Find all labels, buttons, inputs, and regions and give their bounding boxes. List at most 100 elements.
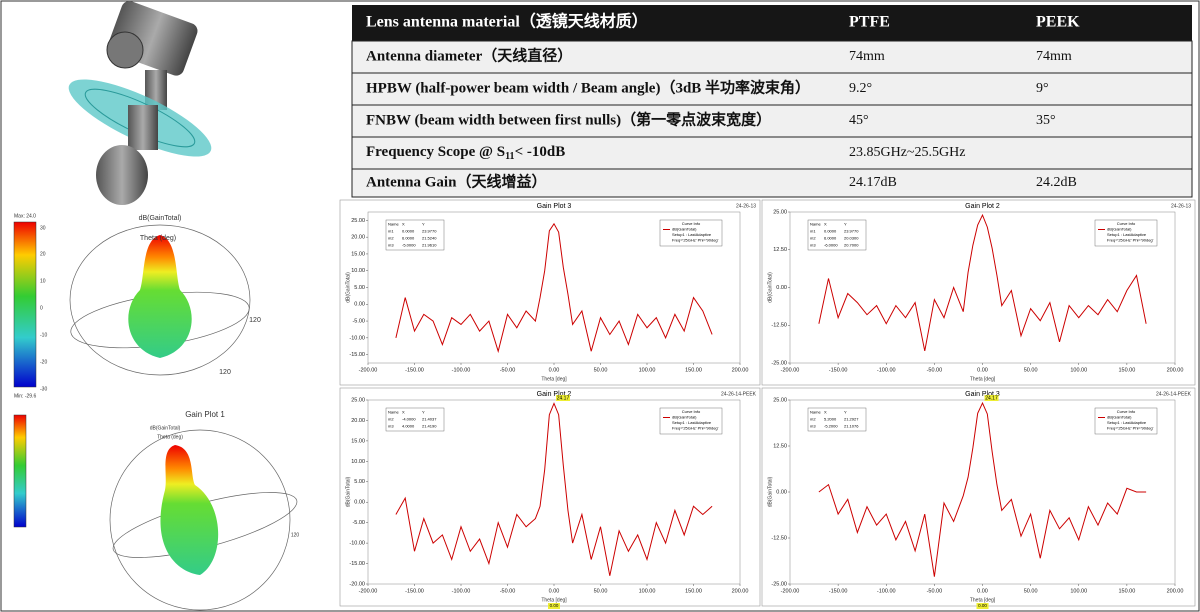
marker-table (807, 219, 867, 251)
legend-text: dB(GainTotal) (1107, 415, 1132, 420)
x-tick-label: 50.00 (594, 367, 608, 373)
legend-text: Curve Info (1117, 221, 1136, 226)
plot-date: 24-26-13 (736, 203, 756, 209)
y-tick-label: -12.50 (771, 323, 787, 329)
y-tick-label: -20.00 (349, 581, 365, 587)
y-tick-label: 0.00 (776, 285, 787, 291)
marker-cell: m3 (388, 424, 394, 429)
marker-cell: X (824, 222, 827, 227)
marker-cell: Y (422, 410, 425, 415)
legend-box (659, 407, 723, 435)
pattern-label: dB(GainTotal) (139, 215, 182, 222)
x-tick-label: 200.00 (732, 588, 749, 594)
pattern-label: Theta (deg) (140, 235, 176, 242)
plot-date: 24-26-14-PEEK (721, 391, 757, 397)
legend-text: Freq='25GHz' Phi='90deg' (1107, 426, 1154, 431)
x-tick-label: 50.00 (1024, 588, 1038, 594)
legend-text: dB(GainTotal) (1107, 227, 1132, 232)
plot-date: 24-26-14-PEEK (1156, 391, 1192, 397)
y-tick-label: -25.00 (771, 581, 787, 587)
marker-cell: 23.9770 (844, 229, 859, 234)
x-tick-label: 0.00 (549, 367, 560, 373)
x-tick-label: -150.00 (405, 367, 424, 373)
marker-cell: Y (844, 222, 847, 227)
table-value: 35° (1036, 113, 1056, 128)
marker-cell: m1 (810, 229, 816, 234)
pattern-label: 120 (291, 532, 300, 538)
table-value: 74mm (849, 49, 885, 64)
y-tick-label: 15.00 (351, 251, 365, 257)
y-tick-label: -15.00 (349, 352, 365, 358)
x-axis-label: Theta [deg] (970, 597, 996, 603)
table-row-bg (351, 168, 1193, 198)
legend-box (659, 219, 723, 247)
pattern-label: Theta (deg) (157, 434, 183, 440)
x-tick-label: -100.00 (452, 588, 471, 594)
marker-cell: 20.0300 (844, 236, 859, 241)
marker-cell: m3 (810, 243, 816, 248)
y-tick-label: 10.00 (351, 459, 365, 465)
marker-table (385, 407, 445, 432)
x-tick-label: 150.00 (685, 367, 702, 373)
y-tick-label: 12.50 (773, 247, 787, 253)
legend-text: Curve Info (682, 221, 701, 226)
radiation-pattern-1 (13, 221, 251, 388)
peak-tag (556, 395, 570, 401)
pattern-label: 120 (249, 317, 261, 324)
marker-cell: -6.0000 (824, 243, 838, 248)
pattern-label: dB(GainTotal) (150, 425, 181, 431)
colorbar-label: 30 (40, 225, 46, 231)
y-tick-label: 0.00 (354, 302, 365, 308)
table-label: Antenna diameter（天线直径） (366, 46, 572, 64)
colorbar-label: Min: -29.6 (14, 393, 36, 399)
x-tick-label: -200.00 (359, 367, 378, 373)
subscript: 11 (505, 151, 514, 162)
x-axis-label: Theta [deg] (970, 376, 996, 382)
x-tick-label: 100.00 (1070, 367, 1087, 373)
y-tick-label: 0.00 (354, 500, 365, 506)
y-tick-label: 25.00 (351, 397, 365, 403)
table-row-bg (351, 104, 1193, 138)
marker-cell: m2 (810, 417, 816, 422)
legend-box (1094, 407, 1158, 435)
y-tick-label: 5.00 (354, 285, 365, 291)
table-header-cell: PEEK (1036, 14, 1080, 31)
x-tick-label: -200.00 (359, 588, 378, 594)
table-row-bg (351, 72, 1193, 106)
y-tick-label: -5.00 (352, 520, 365, 526)
marker-cell: m2 (810, 236, 816, 241)
marker-cell: m2 (388, 417, 394, 422)
x-tick-label: 100.00 (639, 367, 656, 373)
x-tick-label: 0.00 (549, 588, 560, 594)
x-tick-label: -200.00 (781, 367, 800, 373)
marker-cell: 6.0000 (402, 236, 415, 241)
marker-cell: Name (810, 410, 821, 415)
x-tick-label: -50.00 (927, 367, 943, 373)
marker-cell: Name (810, 222, 821, 227)
x-tick-label: 50.00 (1024, 367, 1038, 373)
table-label: Frequency Scope @ S11< -10dB (366, 144, 565, 162)
marker-cell: -5.0000 (402, 243, 416, 248)
plot-title: Gain Plot 2 (537, 391, 572, 398)
gain-curve (818, 213, 1147, 352)
gain-curve (395, 402, 713, 576)
marker-table (385, 219, 445, 251)
table-value: 24.17dB (849, 175, 897, 190)
y-axis-label: dB(GainTotal) (767, 476, 773, 507)
legend-text: Setup1 : LastAdaptive (1107, 232, 1147, 237)
legend-text: Freq='25GHz' Phi='90deg' (672, 238, 719, 243)
colorbar-label: -30 (40, 386, 47, 392)
marker-cell: Name (388, 410, 399, 415)
y-tick-label: 25.00 (773, 209, 787, 215)
legend-text: Setup1 : LastAdaptive (1107, 420, 1147, 425)
table-value: 23.85GHz~25.5GHz (849, 145, 965, 160)
y-tick-label: 5.00 (354, 479, 365, 485)
plot-title: Gain Plot 2 (965, 203, 1000, 210)
marker-cell: 21.1076 (844, 424, 859, 429)
y-tick-label: 0.00 (776, 489, 787, 495)
table-row-bg (351, 136, 1193, 170)
peak-x-tag (548, 603, 560, 609)
legend-text: dB(GainTotal) (672, 227, 697, 232)
y-tick-label: 15.00 (351, 438, 365, 444)
